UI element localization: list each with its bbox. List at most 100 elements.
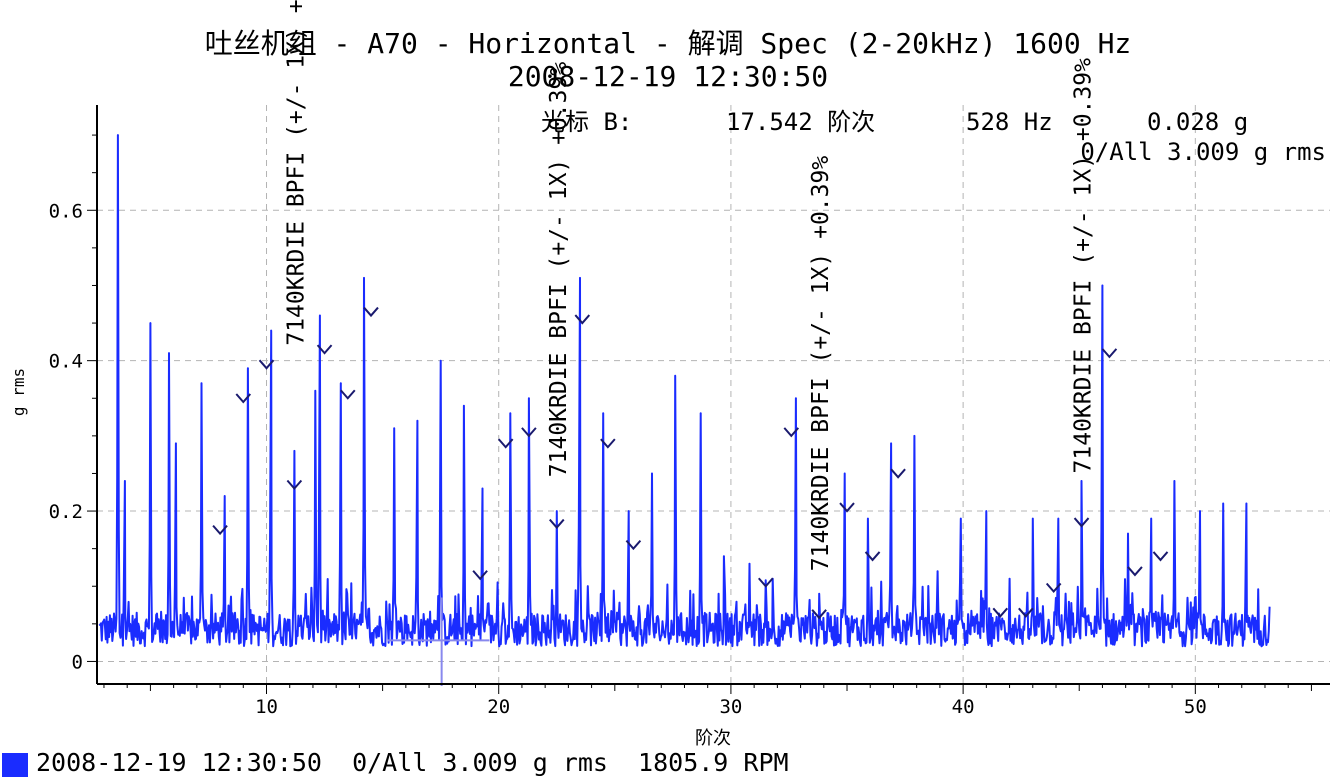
cursor-label: 光标 B: — [541, 108, 632, 136]
peak-point — [175, 442, 177, 445]
fault-marker — [212, 524, 228, 536]
spectrum-chart: 10 20 30 40 50 0 0.2 0.4 0.6 7140KRDIE BPFI (+/-… — [9, 0, 1330, 748]
peak-point — [1101, 284, 1104, 287]
peak-point — [200, 382, 203, 385]
fault-markers — [212, 306, 1169, 620]
fault-marker — [1045, 582, 1062, 594]
peak-point — [913, 435, 916, 437]
status-bar: 2008-12-19 12:30:50 0/All 3.009 g rms 18… — [0, 748, 1330, 778]
fault-marker — [521, 427, 537, 438]
peak-point — [149, 322, 152, 324]
fault-label: 7140KRDIE BPFI (+/- 1X) +0.39% — [1071, 58, 1097, 474]
axes — [87, 105, 1330, 694]
fault-marker — [574, 314, 591, 325]
peak-point — [795, 397, 797, 400]
x-tick-label: 40 — [952, 696, 975, 718]
overall-value: 0/All 3.009 g rms — [1080, 138, 1326, 166]
fault-marker — [992, 607, 1009, 618]
peak-point — [651, 472, 653, 475]
fault-marker — [363, 306, 379, 318]
fault-label: 7140KRDIE BPFI (+/- 1X) +0.39% — [546, 62, 572, 478]
x-tick-label: 10 — [255, 696, 278, 718]
fault-marker — [783, 427, 800, 438]
chart-title: 吐丝机组 - A70 - Horizontal - 解调 Spec (2-20k… — [205, 27, 1132, 60]
y-tick-label: 0.6 — [49, 200, 83, 222]
peak-point — [528, 397, 530, 400]
peak-point — [1173, 480, 1176, 482]
peak-point — [843, 472, 846, 475]
fault-marker — [258, 359, 275, 370]
fault-marker — [316, 344, 333, 355]
fault-marker — [1073, 517, 1090, 528]
fault-marker — [549, 518, 565, 530]
chart-subtitle: 2008-12-19 12:30:50 — [508, 60, 828, 93]
cursor-freq: 528 Hz — [966, 108, 1053, 136]
peak-point — [270, 329, 272, 332]
status-text: 2008-12-19 12:30:50 0/All 3.009 g rms 18… — [36, 748, 789, 777]
fault-marker — [839, 502, 855, 513]
fault-labels: 7140KRDIE BPFI (+/- 1X) +0.39% 7140KRDIE … — [283, 0, 1096, 571]
peak-point — [1150, 517, 1153, 520]
peak-point — [959, 517, 962, 520]
peak-point — [936, 570, 939, 573]
x-axis-label: 阶次 — [695, 728, 731, 748]
peak-point — [627, 510, 630, 512]
x-tick-label: 30 — [719, 696, 742, 718]
peak-point — [1008, 577, 1011, 580]
fault-marker — [1152, 551, 1169, 562]
fault-marker — [472, 570, 488, 581]
peak-point — [674, 374, 676, 377]
peak-point — [117, 134, 119, 136]
x-tick-label: 50 — [1184, 696, 1207, 718]
peak-point — [1031, 517, 1034, 520]
peak-point — [555, 510, 558, 512]
peak-point — [602, 412, 605, 415]
fault-marker — [1127, 566, 1143, 577]
tick-labels: 10 20 30 40 50 0 0.2 0.4 0.6 — [49, 200, 1207, 718]
fault-marker — [286, 479, 303, 491]
peak-point — [314, 389, 317, 392]
fault-label: 7140KRDIE BPFI (+/- 1X) +0.39% — [283, 0, 309, 346]
peak-point — [748, 562, 751, 565]
peak-point — [867, 517, 869, 520]
fault-marker — [600, 438, 616, 449]
y-tick-label: 0.4 — [49, 351, 83, 373]
series-color-swatch — [2, 753, 28, 777]
peak-point — [439, 359, 442, 362]
peak-point — [168, 352, 170, 354]
fault-marker — [890, 468, 906, 479]
peak-point — [393, 427, 396, 430]
grid-lines — [97, 105, 1330, 684]
fault-marker — [864, 551, 881, 562]
peak-point — [124, 480, 126, 482]
cursor-amp: 0.028 g — [1147, 108, 1248, 136]
peak-point — [723, 555, 725, 557]
peak-point — [1199, 510, 1201, 512]
peak-point — [340, 382, 342, 385]
fault-label: 7140KRDIE BPFI (+/- 1X) +0.39% — [808, 156, 834, 572]
peak-point — [293, 450, 296, 452]
peak-point — [1222, 502, 1224, 505]
peak-point — [1245, 502, 1248, 505]
peak-point — [481, 487, 484, 490]
y-axis-label: g rms — [9, 368, 28, 416]
peak-point — [363, 277, 365, 279]
y-tick-label: 0 — [72, 651, 83, 673]
fault-marker — [497, 438, 514, 449]
peak-point — [509, 412, 512, 415]
peak-point — [818, 592, 820, 595]
peak-point — [699, 412, 702, 415]
peak-point — [463, 404, 465, 407]
peak-point — [416, 420, 419, 422]
peak-point — [890, 442, 892, 445]
fault-marker — [757, 577, 774, 588]
peak-point — [579, 277, 581, 279]
fault-marker — [625, 539, 642, 551]
fault-marker — [235, 393, 252, 404]
x-tick-label: 20 — [487, 696, 510, 718]
peak-point — [247, 367, 249, 369]
fault-marker — [340, 389, 356, 400]
spectrum-trace — [98, 134, 1271, 648]
peak-point — [223, 495, 226, 497]
peak-point — [319, 314, 321, 317]
